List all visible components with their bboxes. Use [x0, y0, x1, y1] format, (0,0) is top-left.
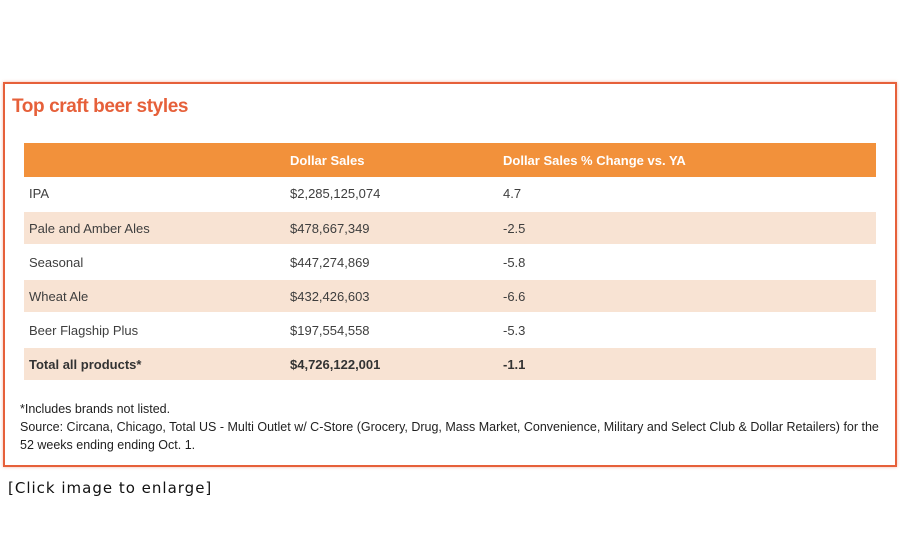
row-label: Wheat Ale	[24, 279, 285, 313]
table-row: Pale and Amber Ales $478,667,349 -2.5	[24, 211, 876, 245]
row-pct-change: -5.3	[503, 322, 526, 338]
row-pct-change: -2.5	[498, 211, 876, 245]
row-dollar-sales: $447,274,869	[290, 254, 370, 270]
row-dollar-sales: $4,726,122,001	[285, 347, 498, 381]
col-header-pct-change: Dollar Sales % Change vs. YA	[498, 143, 876, 177]
beer-styles-table: Dollar Sales Dollar Sales % Change vs. Y…	[24, 143, 876, 382]
table-row: Wheat Ale $432,426,603 -6.6	[24, 279, 876, 313]
row-pct-change: -6.6	[498, 279, 876, 313]
table-row: Total all products* $4,726,122,001 -1.1	[24, 347, 876, 381]
row-dollar-sales: $2,285,125,074	[290, 186, 381, 201]
col-header-dollar-sales: Dollar Sales	[285, 143, 498, 177]
table-row: Seasonal $447,274,869 -5.8	[24, 245, 876, 279]
row-label: Seasonal	[29, 254, 84, 270]
row-pct-change: 4.7	[503, 186, 522, 201]
row-dollar-sales: $478,667,349	[285, 211, 498, 245]
col-header-style	[24, 143, 285, 177]
footnote-source: Source: Circana, Chicago, Total US - Mul…	[20, 420, 879, 452]
table-row: IPA $2,285,125,074 4.7	[24, 177, 876, 211]
row-dollar-sales: $432,426,603	[285, 279, 498, 313]
enlarge-caption: [Click image to enlarge]	[8, 479, 213, 497]
footnote-asterisk: *Includes brands not listed.	[20, 402, 171, 416]
table-row: Beer Flagship Plus $197,554,558 -5.3	[24, 313, 876, 347]
row-pct-change: -1.1	[498, 347, 876, 381]
table-header-row: Dollar Sales Dollar Sales % Change vs. Y…	[24, 143, 876, 177]
craft-beer-table-image[interactable]: Top craft beer styles Dollar Sales Dolla…	[3, 82, 897, 467]
footnotes: *Includes brands not listed. Source: Cir…	[20, 400, 882, 454]
row-pct-change: -5.8	[503, 254, 526, 270]
row-dollar-sales: $197,554,558	[290, 322, 370, 338]
row-label: Total all products*	[24, 347, 285, 381]
row-label: Pale and Amber Ales	[24, 211, 285, 245]
row-label: IPA	[29, 186, 49, 201]
figure-title: Top craft beer styles	[12, 96, 189, 117]
row-label: Beer Flagship Plus	[29, 322, 139, 338]
